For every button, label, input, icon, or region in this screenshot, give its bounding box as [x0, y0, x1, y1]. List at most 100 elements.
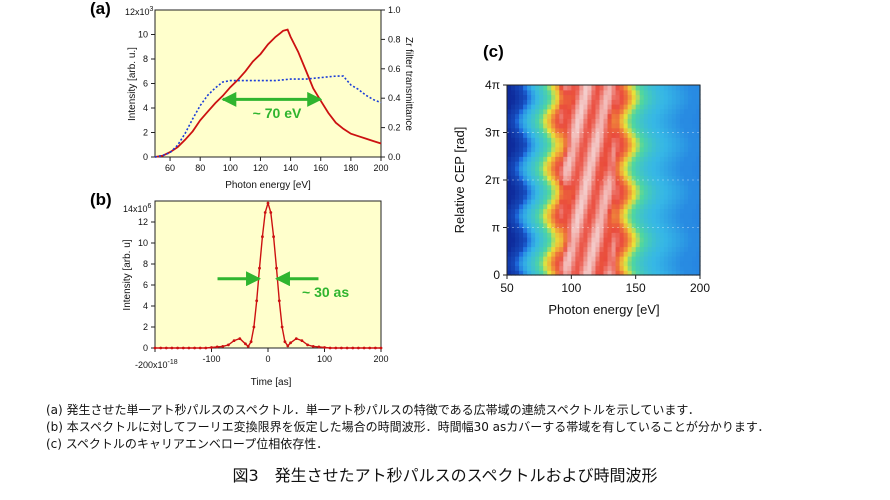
panel-c-heatmap-cell [575, 175, 580, 181]
panel-c-heatmap-cell [647, 123, 653, 129]
panel-c-heatmap-cell [643, 265, 649, 271]
panel-c-heatmap-cell [531, 118, 536, 124]
panel-c-heatmap-cell [579, 142, 584, 148]
panel-c-heatmap-cell [615, 218, 621, 224]
panel-c-heatmap-cell [547, 251, 552, 257]
panel-c-heatmap-cell [595, 232, 601, 238]
panel-c-heatmap-cell [559, 85, 564, 91]
panel-c-heatmap-cell [651, 99, 657, 105]
panel-c-heatmap-cell [523, 256, 528, 262]
panel-c-heatmap-cell [523, 184, 528, 191]
panel-c-heatmap-cell [663, 222, 669, 229]
panel-c-heatmap-cell [635, 246, 641, 252]
panel-c-heatmap-cell [507, 270, 512, 276]
panel-c-heatmap-cell [547, 180, 552, 186]
panel-c-heatmap-cell [619, 118, 625, 124]
panel-c-heatmap-cell [535, 118, 540, 124]
panel-c-heatmap-cell [535, 199, 540, 205]
panel-c-heatmap-cell [611, 132, 617, 138]
panel-c-heatmap-cell [627, 194, 633, 200]
panel-c-heatmap-cell [627, 213, 633, 219]
panel-c-heatmap-cell [519, 241, 524, 248]
panel-c-heatmap-cell [507, 99, 512, 105]
panel-c-heatmap-cell [691, 151, 697, 157]
panel-b-pulse-point [351, 346, 355, 350]
panel-c-heatmap-cell [611, 218, 617, 224]
panel-c-heatmap-cell [659, 218, 665, 224]
panel-c-heatmap-cell [691, 127, 697, 134]
panel-c-heatmap-cell [691, 270, 697, 276]
panel-c-heatmap-cell [571, 94, 576, 100]
panel-c-heatmap-cell [619, 256, 625, 262]
panel-c-heatmap-cell [663, 113, 669, 119]
panel-c-heatmap-cell [679, 142, 685, 148]
panel-c-heatmap-cell [523, 213, 528, 219]
panel-c-heatmap-cell [531, 146, 536, 153]
panel-c-heatmap-cell [535, 161, 540, 167]
panel-c-heatmap-cell [631, 222, 637, 229]
panel-c-heatmap-cell [587, 99, 593, 105]
panel-c-heatmap-cell [583, 189, 589, 195]
panel-c-heatmap-cell [511, 170, 516, 176]
panel-c-heatmap-cell [535, 113, 540, 119]
panel-c-heatmap-cell [523, 137, 528, 143]
panel-c-heatmap-cell [583, 203, 589, 210]
panel-c-heatmap-cell [679, 175, 685, 181]
panel-c-heatmap-cell [611, 118, 617, 124]
panel-c-heatmap-cell [647, 156, 653, 162]
panel-c-heatmap-cell [563, 218, 568, 224]
panel-c-heatmap-cell [643, 170, 649, 176]
panel-c-heatmap-cell [559, 104, 564, 110]
panel-c-heatmap-cell [535, 132, 540, 138]
panel-c-heatmap-cell [683, 165, 689, 172]
panel-c-heatmap-cell [535, 175, 540, 181]
panel-c-heatmap-cell [675, 170, 681, 176]
panel-c-heatmap-cell [683, 180, 689, 186]
panel-c-heatmap-cell [635, 137, 641, 143]
panel-c-heatmap-cell [675, 199, 681, 205]
panel-c-heatmap-cell [659, 165, 665, 172]
panel-c-heatmap-cell [531, 165, 536, 172]
panel-c-heatmap-cell [515, 170, 520, 176]
panel-c-heatmap-cell [599, 118, 605, 124]
panel-c-heatmap-cell [675, 151, 681, 157]
panel-c-heatmap-cell [555, 170, 560, 176]
panel-c-heatmap-cell [547, 246, 552, 252]
panel-c-heatmap-cell [571, 146, 576, 153]
panel-c-heatmap-cell [679, 89, 685, 96]
panel-c-heatmap-cell [623, 246, 629, 252]
panel-c-heatmap-cell [583, 142, 589, 148]
panel-a-x-tick-label: 60 [165, 163, 175, 173]
panel-c-heatmap-cell [663, 89, 669, 96]
panel-c-heatmap-cell [587, 199, 593, 205]
panel-c-heatmap-cell [603, 170, 609, 176]
panel-c-heatmap-cell [671, 118, 677, 124]
panel-c-heatmap-cell [583, 89, 589, 96]
panel-c-heatmap-cell [611, 208, 617, 214]
panel-c-heatmap-cell [687, 142, 693, 148]
panel-c-heatmap-cell [543, 127, 548, 134]
panel-c-heatmap-cell [667, 165, 673, 172]
panel-c-heatmap-cell [587, 260, 593, 267]
panel-c-heatmap-cell [555, 99, 560, 105]
panel-c-heatmap-cell [603, 194, 609, 200]
panel-b-x-tick-label: 100 [317, 354, 332, 364]
panel-c-heatmap-cell [547, 232, 552, 238]
panel-c-heatmap-cell [675, 213, 681, 219]
panel-c-heatmap-cell [683, 175, 689, 181]
panel-c-heatmap-cell [643, 241, 649, 248]
panel-c-heatmap-cell [671, 175, 677, 181]
panel-c-heatmap-cell [619, 161, 625, 167]
panel-c-heatmap-cell [543, 180, 548, 186]
panel-c-heatmap-cell [695, 142, 701, 148]
panel-c-heatmap-cell [571, 165, 576, 172]
panel-c-heatmap-cell [583, 99, 589, 105]
panel-c-heatmap-cell [671, 156, 677, 162]
panel-c-heatmap-cell [643, 203, 649, 210]
panel-c-heatmap-cell [547, 142, 552, 148]
panel-c-heatmap-cell [551, 118, 556, 124]
panel-c-heatmap-cell [659, 85, 665, 91]
panel-c-heatmap-cell [559, 175, 564, 181]
panel-c-heatmap-cell [579, 151, 584, 157]
